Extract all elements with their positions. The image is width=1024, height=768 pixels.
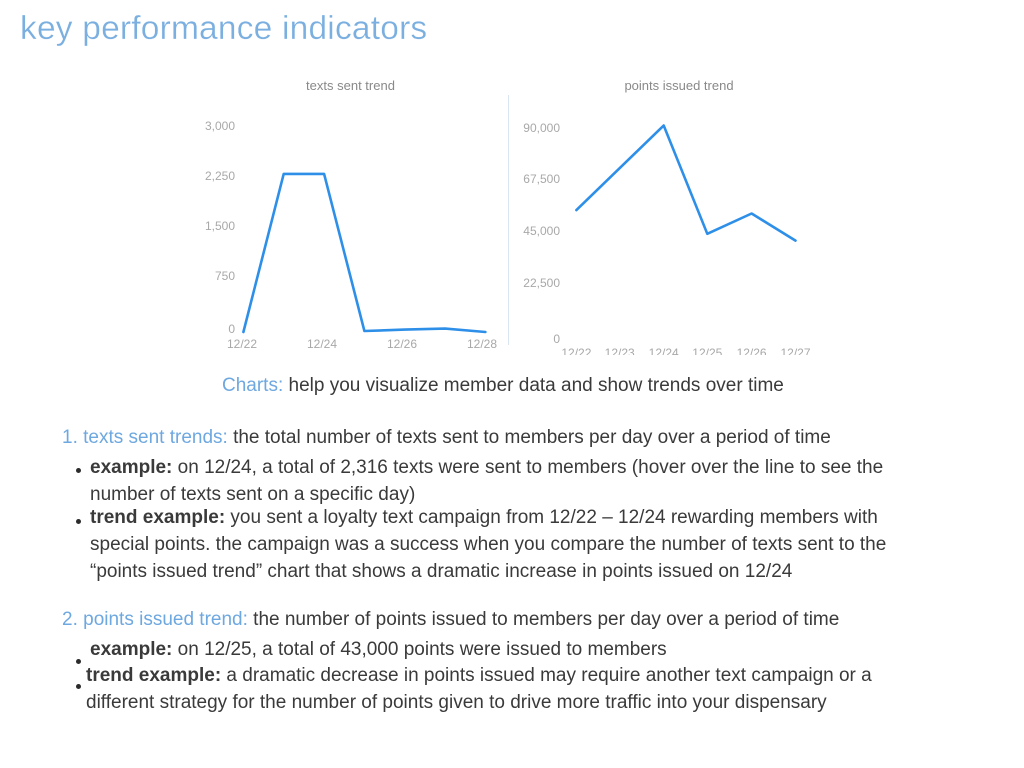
svg-text:22,500: 22,500 [523, 276, 560, 290]
svg-text:12/23: 12/23 [605, 346, 635, 355]
svg-text:750: 750 [215, 269, 235, 283]
svg-text:12/22: 12/22 [227, 337, 257, 351]
svg-text:12/28: 12/28 [467, 337, 497, 351]
svg-text:67,500: 67,500 [523, 172, 560, 186]
svg-text:12/24: 12/24 [649, 346, 679, 355]
svg-text:12/27: 12/27 [780, 346, 810, 355]
svg-text:1,500: 1,500 [205, 219, 235, 233]
svg-text:12/22: 12/22 [561, 346, 591, 355]
svg-text:12/25: 12/25 [692, 346, 722, 355]
svg-text:12/26: 12/26 [387, 337, 417, 351]
svg-text:0: 0 [553, 332, 560, 346]
svg-text:3,000: 3,000 [205, 119, 235, 133]
svg-text:12/26: 12/26 [737, 346, 767, 355]
svg-text:45,000: 45,000 [523, 224, 560, 238]
svg-text:12/24: 12/24 [307, 337, 337, 351]
svg-text:90,000: 90,000 [523, 121, 560, 135]
svg-text:0: 0 [228, 322, 235, 336]
svg-text:2,250: 2,250 [205, 169, 235, 183]
